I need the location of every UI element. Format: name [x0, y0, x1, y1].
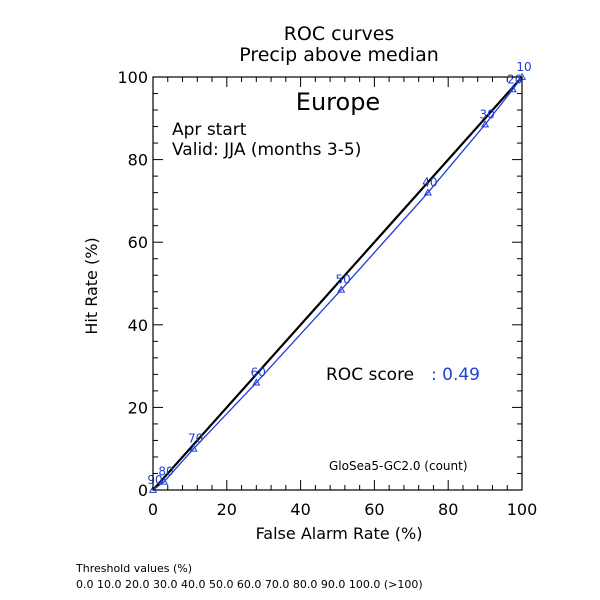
start-label: Apr start: [172, 120, 247, 140]
y-tick-label: 20: [128, 398, 148, 417]
threshold-point-label: 40: [422, 176, 437, 190]
roc-point-marker: [160, 477, 169, 485]
x-tick-label: 0: [148, 500, 158, 519]
threshold-values: 0.0 10.0 20.0 30.0 40.0 50.0 60.0 70.0 8…: [76, 578, 423, 591]
roc-point-marker: [423, 188, 432, 196]
roc-curve-line: [152, 76, 523, 491]
diagonal-reference-line: [152, 76, 523, 491]
x-axis-label: False Alarm Rate (%): [256, 524, 423, 543]
y-tick-label: 60: [128, 233, 148, 252]
threshold-point-label: 80: [158, 465, 173, 479]
model-label: GloSea5-GC2.0 (count): [329, 459, 468, 473]
roc-point-marker: [252, 378, 261, 386]
y-axis-label: Hit Rate (%): [82, 237, 101, 334]
y-tick-label: 40: [128, 316, 148, 335]
threshold-point-label: 60: [251, 366, 266, 380]
x-tick-labels: 0 20 40 60 80 100: [148, 500, 537, 519]
valid-label: Valid: JJA (months 3-5): [172, 140, 361, 160]
region-label: Europe: [296, 88, 380, 116]
roc-score-value: : 0.49: [431, 365, 480, 385]
threshold-point-label: 20: [507, 72, 522, 86]
chart-subtitle: Precip above median: [239, 44, 439, 66]
x-tick-label: 80: [438, 500, 458, 519]
y-tick-label: 0: [138, 481, 148, 500]
y-tick-labels: 0 20 40 60 80 100: [117, 68, 148, 500]
threshold-point-label: 50: [336, 273, 351, 287]
threshold-title: Threshold values (%): [75, 562, 192, 575]
threshold-point-label: 70: [188, 432, 203, 446]
roc-point-marker: [508, 85, 517, 93]
y-tick-label: 100: [117, 68, 148, 87]
plot-frame: [152, 76, 523, 491]
roc-point-marker: [189, 444, 198, 452]
chart-title: ROC curves: [284, 23, 395, 45]
threshold-point-label: 30: [479, 107, 494, 121]
x-tick-label: 40: [290, 500, 310, 519]
threshold-point-label: 10: [516, 60, 531, 74]
y-tick-label: 80: [128, 151, 148, 170]
x-tick-label: 100: [507, 500, 538, 519]
roc-point-marker: [337, 285, 346, 293]
roc-score-label: ROC score: [326, 365, 414, 385]
roc-point-marker: [481, 120, 490, 128]
x-tick-label: 60: [364, 500, 384, 519]
x-tick-label: 20: [217, 500, 237, 519]
threshold-point-label: 90: [147, 473, 162, 487]
